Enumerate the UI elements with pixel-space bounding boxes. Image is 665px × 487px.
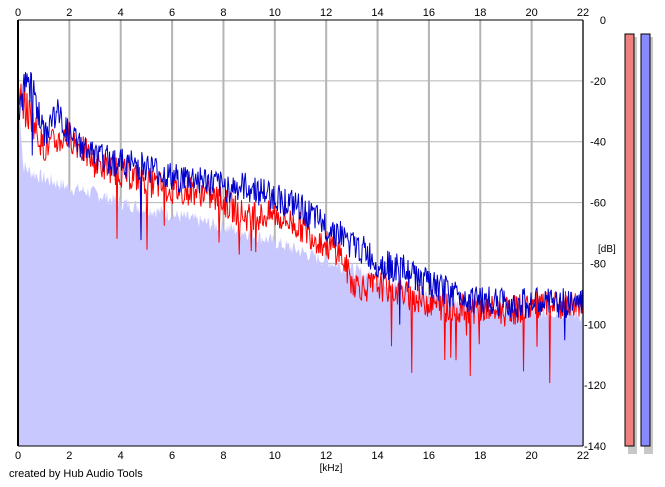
x-tick-label-bottom: 4 (118, 450, 124, 462)
y-tick-label: -140 (584, 441, 606, 453)
x-tick-label-top: 20 (526, 7, 538, 19)
x-tick-label-top: 12 (320, 7, 332, 19)
x-tick-label-top: 14 (371, 7, 383, 19)
x-tick-label-bottom: 0 (15, 450, 21, 462)
x-tick-label-top: 22 (577, 7, 589, 19)
level-meters (624, 33, 653, 454)
x-tick-label-top: 2 (66, 7, 72, 19)
y-axis-label: [dB] (598, 244, 616, 255)
level-meter-right (640, 33, 651, 447)
x-tick-label-bottom: 8 (220, 450, 226, 462)
noise-floor-area (18, 81, 583, 446)
chart-axes (17, 19, 584, 447)
y-tick-label: -100 (584, 319, 606, 331)
x-tick-label-top: 18 (474, 7, 486, 19)
x-tick-label-bottom: 16 (423, 450, 435, 462)
y-tick-label: -120 (584, 380, 606, 392)
x-tick-label-bottom: 2 (66, 450, 72, 462)
y-tick-label: -40 (590, 137, 606, 149)
y-tick-label: 0 (600, 15, 606, 27)
y-tick-label: -80 (590, 258, 606, 270)
credit-text: created by Hub Audio Tools (9, 468, 143, 480)
x-tick-label-top: 4 (118, 7, 124, 19)
x-tick-label-top: 10 (269, 7, 281, 19)
spectrum-floor-area (18, 81, 583, 446)
spectrum-traces (17, 71, 584, 384)
spectrum-trace-blue (17, 71, 584, 341)
x-tick-label-bottom: 22 (577, 450, 589, 462)
x-tick-label-bottom: 20 (526, 450, 538, 462)
x-tick-label-bottom: 14 (371, 450, 383, 462)
x-tick-label-bottom: 10 (269, 450, 281, 462)
x-axis-label: [kHz] (320, 463, 343, 474)
x-tick-label-top: 6 (169, 7, 175, 19)
x-tick-label-top: 0 (15, 7, 21, 19)
x-tick-label-top: 16 (423, 7, 435, 19)
level-meter-left (624, 33, 635, 447)
x-tick-label-bottom: 12 (320, 450, 332, 462)
y-tick-label: -60 (590, 198, 606, 210)
x-tick-label-top: 8 (220, 7, 226, 19)
y-tick-label: -20 (590, 76, 606, 88)
x-tick-label-bottom: 6 (169, 450, 175, 462)
tick-labels: 002244668810101212141416161818202022220-… (15, 7, 606, 462)
x-tick-label-bottom: 18 (474, 450, 486, 462)
